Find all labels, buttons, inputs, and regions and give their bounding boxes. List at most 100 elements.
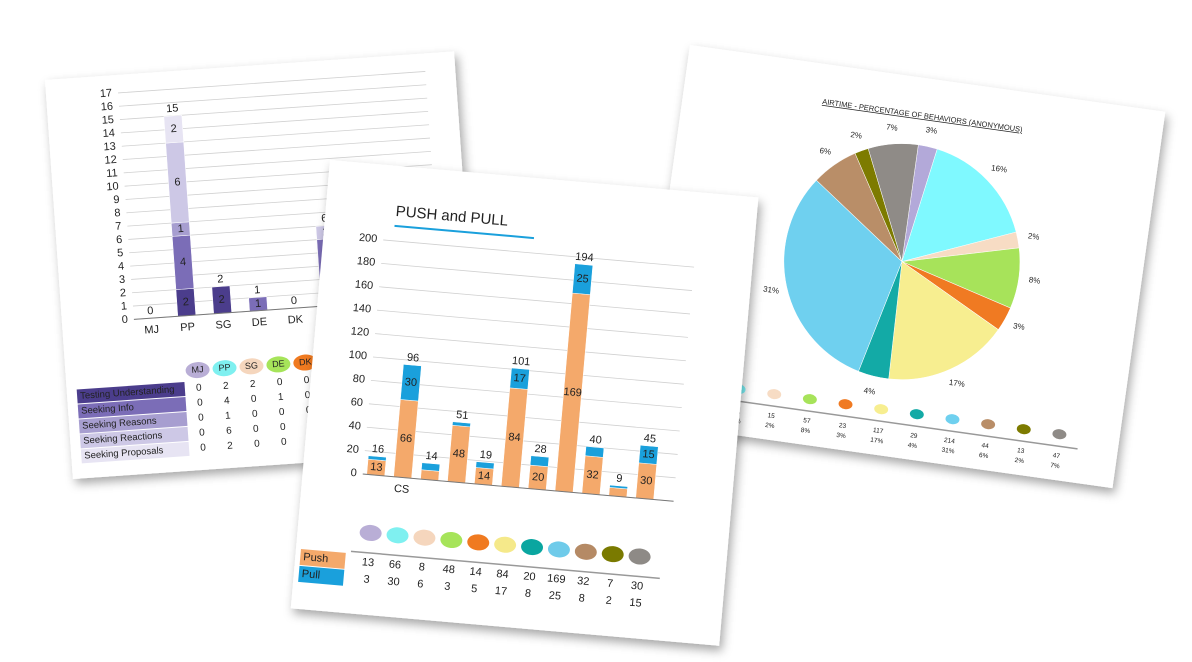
- bar-segment: [509, 367, 530, 390]
- legend-swatch: [874, 404, 889, 415]
- slice-label: 8%: [1028, 275, 1041, 286]
- segment-label: 1: [255, 298, 262, 310]
- y-tick-label: 5: [117, 247, 124, 259]
- y-tick-label: 3: [119, 274, 126, 286]
- legend-swatch: [1052, 429, 1067, 440]
- y-tick-label: 15: [101, 114, 114, 127]
- bar-segment: [367, 455, 387, 462]
- segment-label: 17: [513, 372, 526, 385]
- segment-label: 15: [642, 448, 655, 461]
- segment-label: 84: [508, 431, 521, 444]
- y-tick-label: 180: [356, 255, 375, 269]
- segment-label: 2: [218, 294, 225, 306]
- row-header-bg: [80, 441, 190, 464]
- category-swatch: [521, 539, 544, 556]
- table-cell: 20: [523, 570, 536, 583]
- y-tick-label: 40: [348, 420, 361, 433]
- table-header: SG: [245, 360, 259, 371]
- y-tick-label: 4: [118, 260, 125, 272]
- table-header: MJ: [191, 364, 204, 375]
- row-header-bg: [299, 548, 346, 569]
- bar-segment: [584, 446, 605, 458]
- legend-percent: 17%: [870, 437, 884, 446]
- slice-label: 3%: [925, 125, 938, 136]
- table-cell: 0: [196, 382, 203, 393]
- grid-line: [379, 286, 690, 315]
- legend-percent: 7%: [1050, 462, 1060, 470]
- total-label: 194: [575, 251, 594, 265]
- segment-label: 30: [640, 475, 653, 488]
- slice-label: 3%: [1013, 321, 1026, 332]
- y-tick-label: 16: [100, 101, 113, 114]
- grid-line: [375, 333, 686, 362]
- table-cell: 15: [629, 597, 642, 610]
- table-cell: 0: [303, 375, 310, 386]
- y-tick-label: 17: [99, 87, 112, 100]
- slice-label: 4%: [863, 386, 876, 397]
- total-label: 96: [406, 352, 419, 365]
- y-tick-label: 11: [106, 167, 118, 180]
- category-swatch: [386, 527, 409, 544]
- total-label: 16: [371, 443, 384, 456]
- row-header-bg: [298, 565, 345, 586]
- legend-rule: [350, 550, 660, 580]
- y-tick-label: 160: [354, 279, 373, 293]
- segment-label: 48: [452, 448, 465, 461]
- x-axis: [362, 473, 674, 502]
- y-tick-label: 0: [121, 314, 128, 326]
- total-label: 2: [217, 273, 224, 285]
- total-label: 45: [643, 432, 656, 445]
- slice-label: 17%: [948, 378, 965, 389]
- table-cell: 7: [607, 578, 614, 590]
- bar-segment: [452, 421, 471, 428]
- legend-count: 29: [910, 432, 919, 440]
- table-cell: 2: [227, 440, 234, 451]
- table-cell: 14: [469, 566, 482, 579]
- pie-slice: [888, 261, 999, 380]
- row-header-bg: [78, 411, 188, 434]
- legend-percent: 3%: [836, 432, 846, 440]
- pie-slice: [867, 143, 919, 262]
- grid-line: [383, 239, 695, 268]
- x-tick-label: MJ: [144, 324, 159, 337]
- legend-count: 57: [803, 417, 812, 425]
- table-cell: 3: [363, 573, 370, 585]
- legend-percent: 4%: [907, 442, 917, 450]
- segment-label: 32: [586, 469, 599, 482]
- y-tick-label: 20: [346, 443, 359, 456]
- table-cell: 0: [252, 409, 259, 420]
- total-label: 0: [147, 305, 154, 317]
- bar-segment: [475, 461, 495, 470]
- table-cell: 0: [279, 407, 286, 418]
- grid-line: [381, 262, 693, 291]
- y-tick-label: 14: [102, 127, 115, 140]
- x-tick-label: CS: [393, 483, 409, 496]
- segment-label: 13: [370, 461, 383, 474]
- total-label: 9: [616, 473, 623, 485]
- legend-swatch: [802, 394, 817, 405]
- bar-segment: [572, 263, 594, 295]
- y-tick-label: 7: [115, 220, 122, 232]
- x-tick-label: DK: [287, 313, 304, 326]
- table-cell: 169: [547, 572, 566, 586]
- y-tick-label: 0: [350, 467, 357, 479]
- y-tick-label: 200: [358, 232, 377, 246]
- pie-slice: [901, 148, 1017, 262]
- y-tick-label: 60: [350, 396, 363, 409]
- table-cell: 0: [200, 442, 207, 453]
- table-cell: 0: [198, 412, 205, 423]
- legend-count: 13: [1017, 447, 1026, 455]
- total-label: 0: [291, 295, 298, 307]
- bar-segment: [163, 114, 184, 144]
- table-cell: 17: [494, 585, 507, 598]
- slice-label: 16%: [991, 163, 1008, 174]
- y-tick-label: 10: [106, 181, 119, 194]
- segment-label: 30: [404, 376, 417, 389]
- segment-label: 2: [170, 123, 177, 135]
- row-header-bg: [77, 396, 187, 419]
- table-cell: 13: [361, 556, 374, 569]
- table-cell: 32: [577, 575, 590, 588]
- y-tick-label: 12: [104, 154, 117, 167]
- y-tick-label: 100: [348, 349, 367, 363]
- category-swatch: [239, 358, 264, 375]
